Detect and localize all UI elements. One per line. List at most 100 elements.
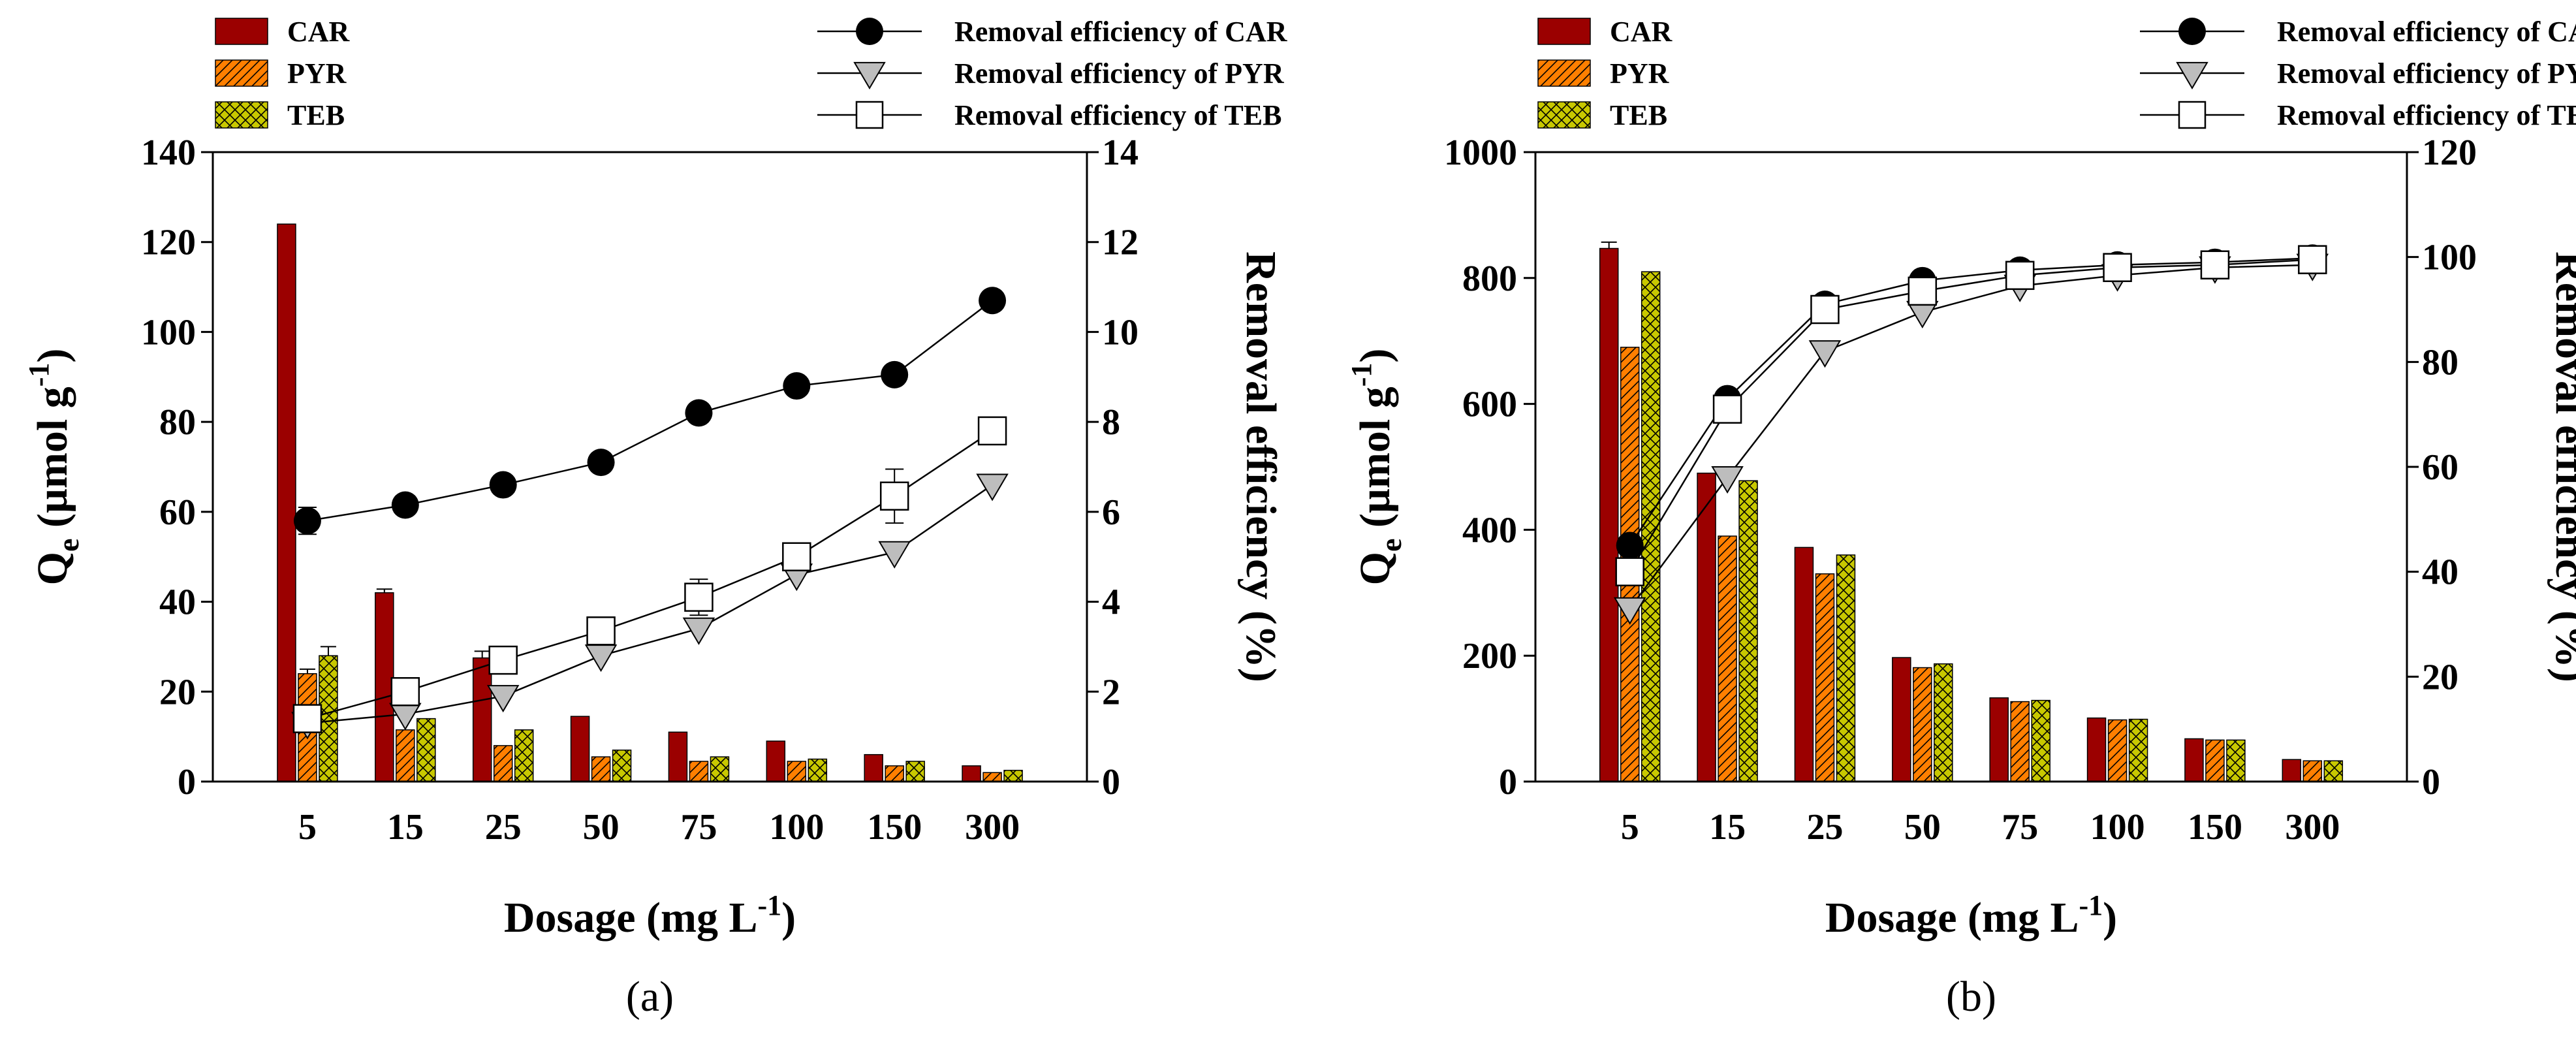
bar-teb-25 xyxy=(1836,554,1856,782)
legend-label-triangle-down: Removal efficiency of PYR xyxy=(2277,57,2576,89)
bar-car-5 xyxy=(1599,247,1619,782)
marker-triangle-down-5 xyxy=(1613,597,1646,625)
ytick-label: 600 xyxy=(1462,385,1517,425)
marker-circle-75 xyxy=(685,399,713,427)
bar-car-100 xyxy=(2086,717,2107,782)
panel-label: (b) xyxy=(1946,973,1996,1021)
marker-triangle-down-150 xyxy=(878,541,911,569)
xtick-label: 25 xyxy=(1806,807,1843,848)
ytick-right-label: 0 xyxy=(1102,762,1120,802)
bar-pyr-100 xyxy=(787,761,807,782)
ytick-label: 200 xyxy=(1462,636,1517,676)
marker-square-100 xyxy=(782,542,811,571)
line-square xyxy=(1629,259,2313,573)
marker-square-300 xyxy=(2298,245,2327,274)
legend-marker-circle xyxy=(2178,18,2206,45)
bar-teb-300 xyxy=(2323,760,2344,782)
ytick-label: 800 xyxy=(1462,259,1517,299)
bar-car-150 xyxy=(2184,738,2204,782)
legend-swatch-car xyxy=(1537,18,1591,45)
error-bar-pyr-5 xyxy=(299,668,315,674)
ytick-right-label: 8 xyxy=(1102,402,1120,443)
ytick-right-label: 4 xyxy=(1102,582,1120,623)
marker-square-25 xyxy=(488,645,518,675)
marker-square-25 xyxy=(1810,294,1840,325)
ytick-label: 40 xyxy=(159,582,196,623)
ytick-right-label: 2 xyxy=(1102,672,1120,712)
bar-pyr-300 xyxy=(982,772,1002,782)
marker-triangle-down-15 xyxy=(1711,466,1744,494)
ytick-label: 20 xyxy=(159,672,196,712)
bar-car-15 xyxy=(1697,472,1716,782)
bar-series-car xyxy=(1599,241,2302,782)
marker-circle-25 xyxy=(489,471,517,499)
ytick-label: 1000 xyxy=(1444,133,1517,173)
xtick-label: 150 xyxy=(867,807,922,848)
xtick-label: 50 xyxy=(1904,807,1941,848)
marker-square-100 xyxy=(2103,253,2132,282)
legend-label-teb: TEB xyxy=(1610,99,1667,131)
error-bar-car-25 xyxy=(474,650,490,658)
legend-label-car: CAR xyxy=(1610,16,1673,48)
marker-circle-100 xyxy=(783,372,811,400)
bar-pyr-75 xyxy=(689,761,709,782)
marker-triangle-down-25 xyxy=(1808,340,1842,368)
marker-square-5 xyxy=(1615,557,1644,586)
bar-teb-15 xyxy=(1738,480,1758,782)
y-axis-right-title: Removal efficiency (%) xyxy=(2547,251,2576,682)
bar-pyr-15 xyxy=(396,729,415,782)
bar-series-teb xyxy=(1641,271,2344,782)
bar-pyr-25 xyxy=(1815,573,1835,782)
xtick-label: 100 xyxy=(2090,807,2145,848)
bar-teb-100 xyxy=(2128,718,2148,782)
legend-label-teb: TEB xyxy=(287,99,345,131)
xtick-label: 50 xyxy=(583,807,620,848)
xtick-label: 25 xyxy=(485,807,522,848)
ytick-label: 140 xyxy=(141,133,196,173)
ytick-right-label: 80 xyxy=(2422,342,2458,383)
xtick-label: 150 xyxy=(2188,807,2242,848)
ytick-right-label: 10 xyxy=(1102,312,1139,353)
line-circle xyxy=(307,300,993,522)
ytick-label: 0 xyxy=(1499,762,1517,802)
bar-series-teb xyxy=(319,646,1023,782)
ytick-right-label: 20 xyxy=(2422,657,2458,697)
xtick-label: 300 xyxy=(2285,807,2340,848)
line-series-circle xyxy=(293,287,1007,535)
marker-square-15 xyxy=(1712,394,1742,424)
bar-car-5 xyxy=(277,223,296,782)
legend-marker-square xyxy=(2178,101,2207,129)
bar-pyr-150 xyxy=(885,765,904,782)
bar-car-75 xyxy=(1989,697,2009,782)
legend-marker-triangle-down xyxy=(2176,61,2208,89)
marker-square-50 xyxy=(586,616,616,646)
bar-car-50 xyxy=(1892,657,1911,782)
x-axis-title: Dosage (mg L-1) xyxy=(1825,889,2117,942)
legend-marker-triangle-down xyxy=(853,61,886,89)
bar-teb-100 xyxy=(808,758,828,782)
chart-panel-1: 0 20 40 60 80 100 120 140 0 2 4 6 8 10 12 14 5 15 25 50 75 10… xyxy=(23,16,1288,1021)
marker-triangle-down-25 xyxy=(486,685,520,713)
ytick-right-label: 0 xyxy=(2422,762,2440,802)
marker-square-150 xyxy=(2200,250,2230,279)
marker-circle-50 xyxy=(587,449,615,477)
marker-triangle-down-15 xyxy=(389,703,422,731)
legend: CAR PYR TEB Removal efficiency of CAR Remova… xyxy=(1537,16,2576,131)
bar-car-15 xyxy=(375,592,394,782)
legend-label-pyr: PYR xyxy=(1610,57,1670,89)
x-axis-title: Dosage (mg L-1) xyxy=(504,889,796,942)
ytick-right-label: 60 xyxy=(2422,447,2458,488)
ytick-right-label: 40 xyxy=(2422,552,2458,593)
bar-car-300 xyxy=(2282,759,2302,782)
marker-triangle-down-75 xyxy=(682,617,715,645)
bar-car-25 xyxy=(472,657,492,782)
marker-square-5 xyxy=(292,704,322,733)
ytick-right-label: 120 xyxy=(2422,133,2477,173)
bar-car-25 xyxy=(1794,547,1814,782)
plot-frame xyxy=(1534,151,2408,783)
ytick-label: 0 xyxy=(178,762,196,802)
error-bar-car-15 xyxy=(376,588,392,593)
bar-pyr-50 xyxy=(1913,667,1932,782)
bar-teb-150 xyxy=(905,761,925,782)
marker-square-300 xyxy=(977,416,1007,446)
